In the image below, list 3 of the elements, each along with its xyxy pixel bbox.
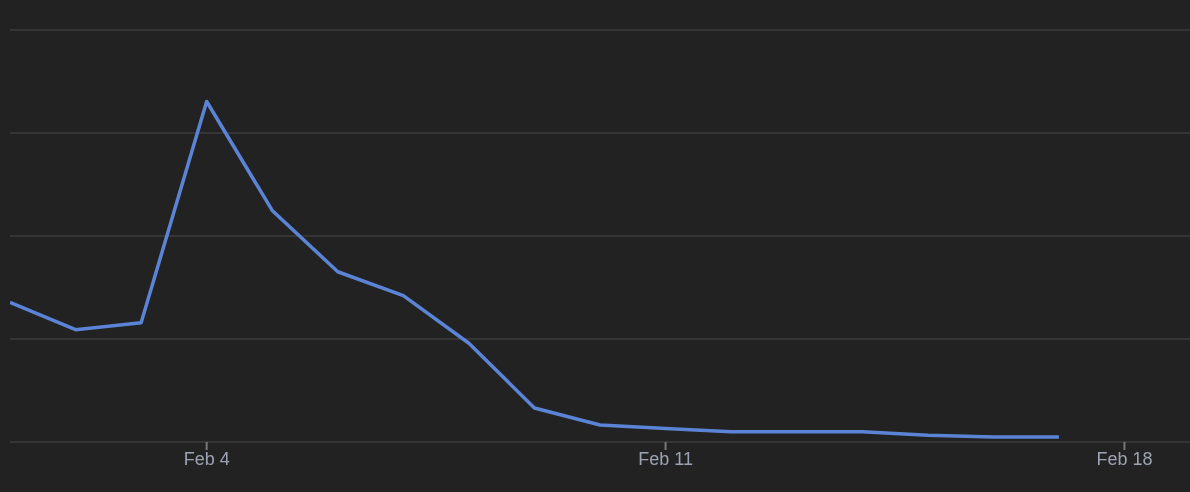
x-tick-label: Feb 18 <box>1096 448 1153 469</box>
x-tick-label: Feb 11 <box>638 448 693 469</box>
x-tick-label: Feb 4 <box>183 448 230 469</box>
